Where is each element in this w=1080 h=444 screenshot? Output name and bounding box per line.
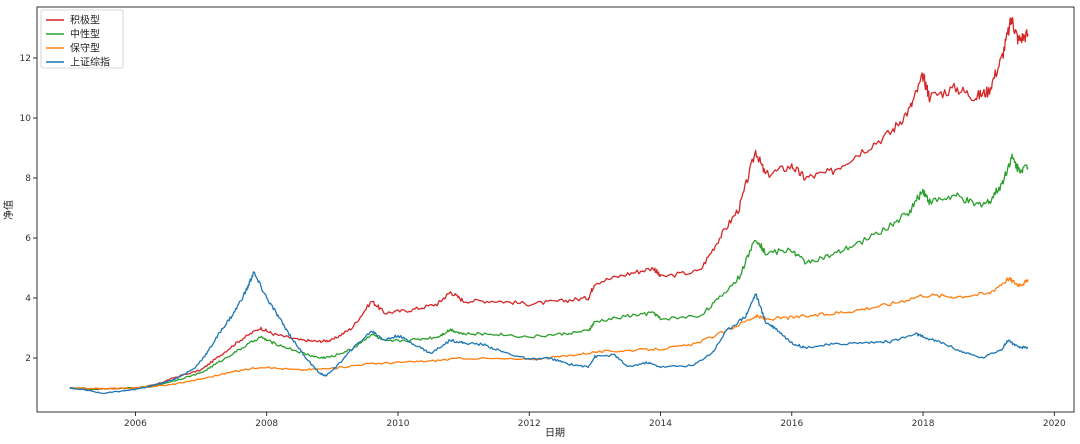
x-tick-label: 2006 [124, 419, 147, 429]
legend-label: 积极型 [70, 14, 100, 27]
axis-layer: 2006 2008 2010 2012 2014 2016 2018 2020 2 4 6 8 10 12 [20, 54, 1066, 429]
y-tick-label: 10 [20, 114, 32, 124]
y-tick-label: 6 [25, 234, 31, 244]
x-tick-label: 2014 [649, 419, 672, 429]
y-tick-label: 2 [25, 354, 31, 364]
x-tick-label: 2016 [780, 419, 803, 429]
legend-label: 上证综指 [70, 56, 110, 69]
x-tick-label: 2020 [1043, 419, 1066, 429]
y-tick-label: 8 [25, 174, 31, 184]
x-axis-label: 日期 [545, 427, 565, 439]
series-line [69, 17, 1029, 391]
series-line [69, 276, 1029, 390]
legend-label: 保守型 [70, 42, 100, 55]
series-line [69, 153, 1029, 391]
x-tick-label: 2012 [518, 419, 541, 429]
y-tick-label: 4 [25, 294, 31, 304]
x-tick-label: 2008 [255, 419, 278, 429]
series-layer [69, 17, 1029, 395]
series-line [69, 271, 1029, 395]
y-tick-label: 12 [20, 54, 31, 64]
legend-box [40, 9, 124, 69]
plot-area [36, 6, 1075, 413]
legend-label: 中性型 [70, 28, 100, 41]
x-tick-label: 2010 [387, 419, 410, 429]
x-tick-label: 2018 [912, 419, 935, 429]
y-axis-label: 净值 [2, 200, 15, 220]
